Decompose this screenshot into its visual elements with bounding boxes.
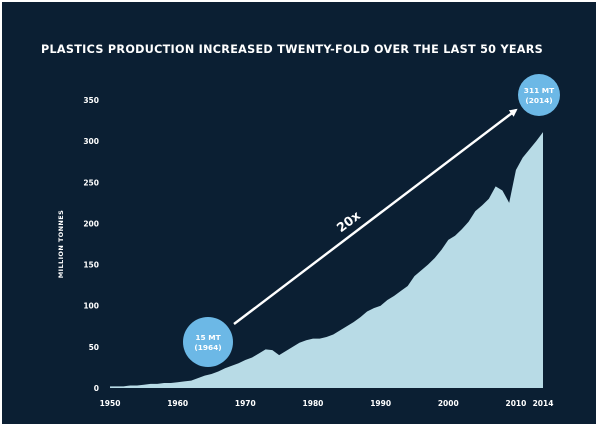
annotation-circle	[518, 74, 560, 116]
y-tick-label: 250	[83, 178, 99, 187]
y-tick-label: 300	[83, 137, 99, 146]
annotation-value: 311 MT	[524, 86, 554, 95]
x-tick-label: 1960	[167, 399, 188, 408]
y-tick-label: 150	[83, 261, 99, 270]
x-tick-label: 1970	[235, 399, 256, 408]
y-tick-label: 100	[83, 302, 99, 311]
annotation-bubble: 15 MT(1964)	[183, 317, 233, 367]
annotation-value: 15 MT	[195, 333, 220, 342]
y-tick-label: 350	[83, 96, 99, 105]
x-tick-label: 2014	[533, 399, 554, 408]
y-tick-label: 0	[94, 384, 99, 393]
production-area	[110, 132, 543, 388]
annotation-bubble: 311 MT(2014)	[518, 74, 560, 116]
annotation-circle	[183, 317, 233, 367]
x-tick-label: 2000	[438, 399, 459, 408]
y-axis-label: MILLION TONNES	[57, 210, 65, 278]
growth-arrow	[233, 108, 518, 325]
y-tick-label: 50	[89, 343, 99, 352]
x-tick-label: 1990	[370, 399, 391, 408]
y-tick-label: 200	[83, 219, 99, 228]
y-axis-ticks: 0 50 100 150 200 250 300 350	[83, 96, 99, 393]
x-tick-label: 1950	[100, 399, 121, 408]
x-tick-label: 1980	[303, 399, 324, 408]
annotation-year: (1964)	[194, 343, 221, 352]
annotation-bubbles: 15 MT(1964) 311 MT(2014)	[183, 74, 560, 367]
area-chart: MILLION TONNES 0 50 100 150 200 250 300 350 195…	[57, 74, 560, 408]
x-tick-label: 2010	[506, 399, 527, 408]
chart-panel: PLASTICS PRODUCTION INCREASED TWENTY-FOL…	[2, 2, 596, 424]
chart-title: PLASTICS PRODUCTION INCREASED TWENTY-FOL…	[41, 43, 544, 56]
annotation-year: (2014)	[525, 96, 552, 105]
x-axis-ticks: 1950 1960 1970 1980 1990 2000 2010 2014	[100, 399, 554, 408]
